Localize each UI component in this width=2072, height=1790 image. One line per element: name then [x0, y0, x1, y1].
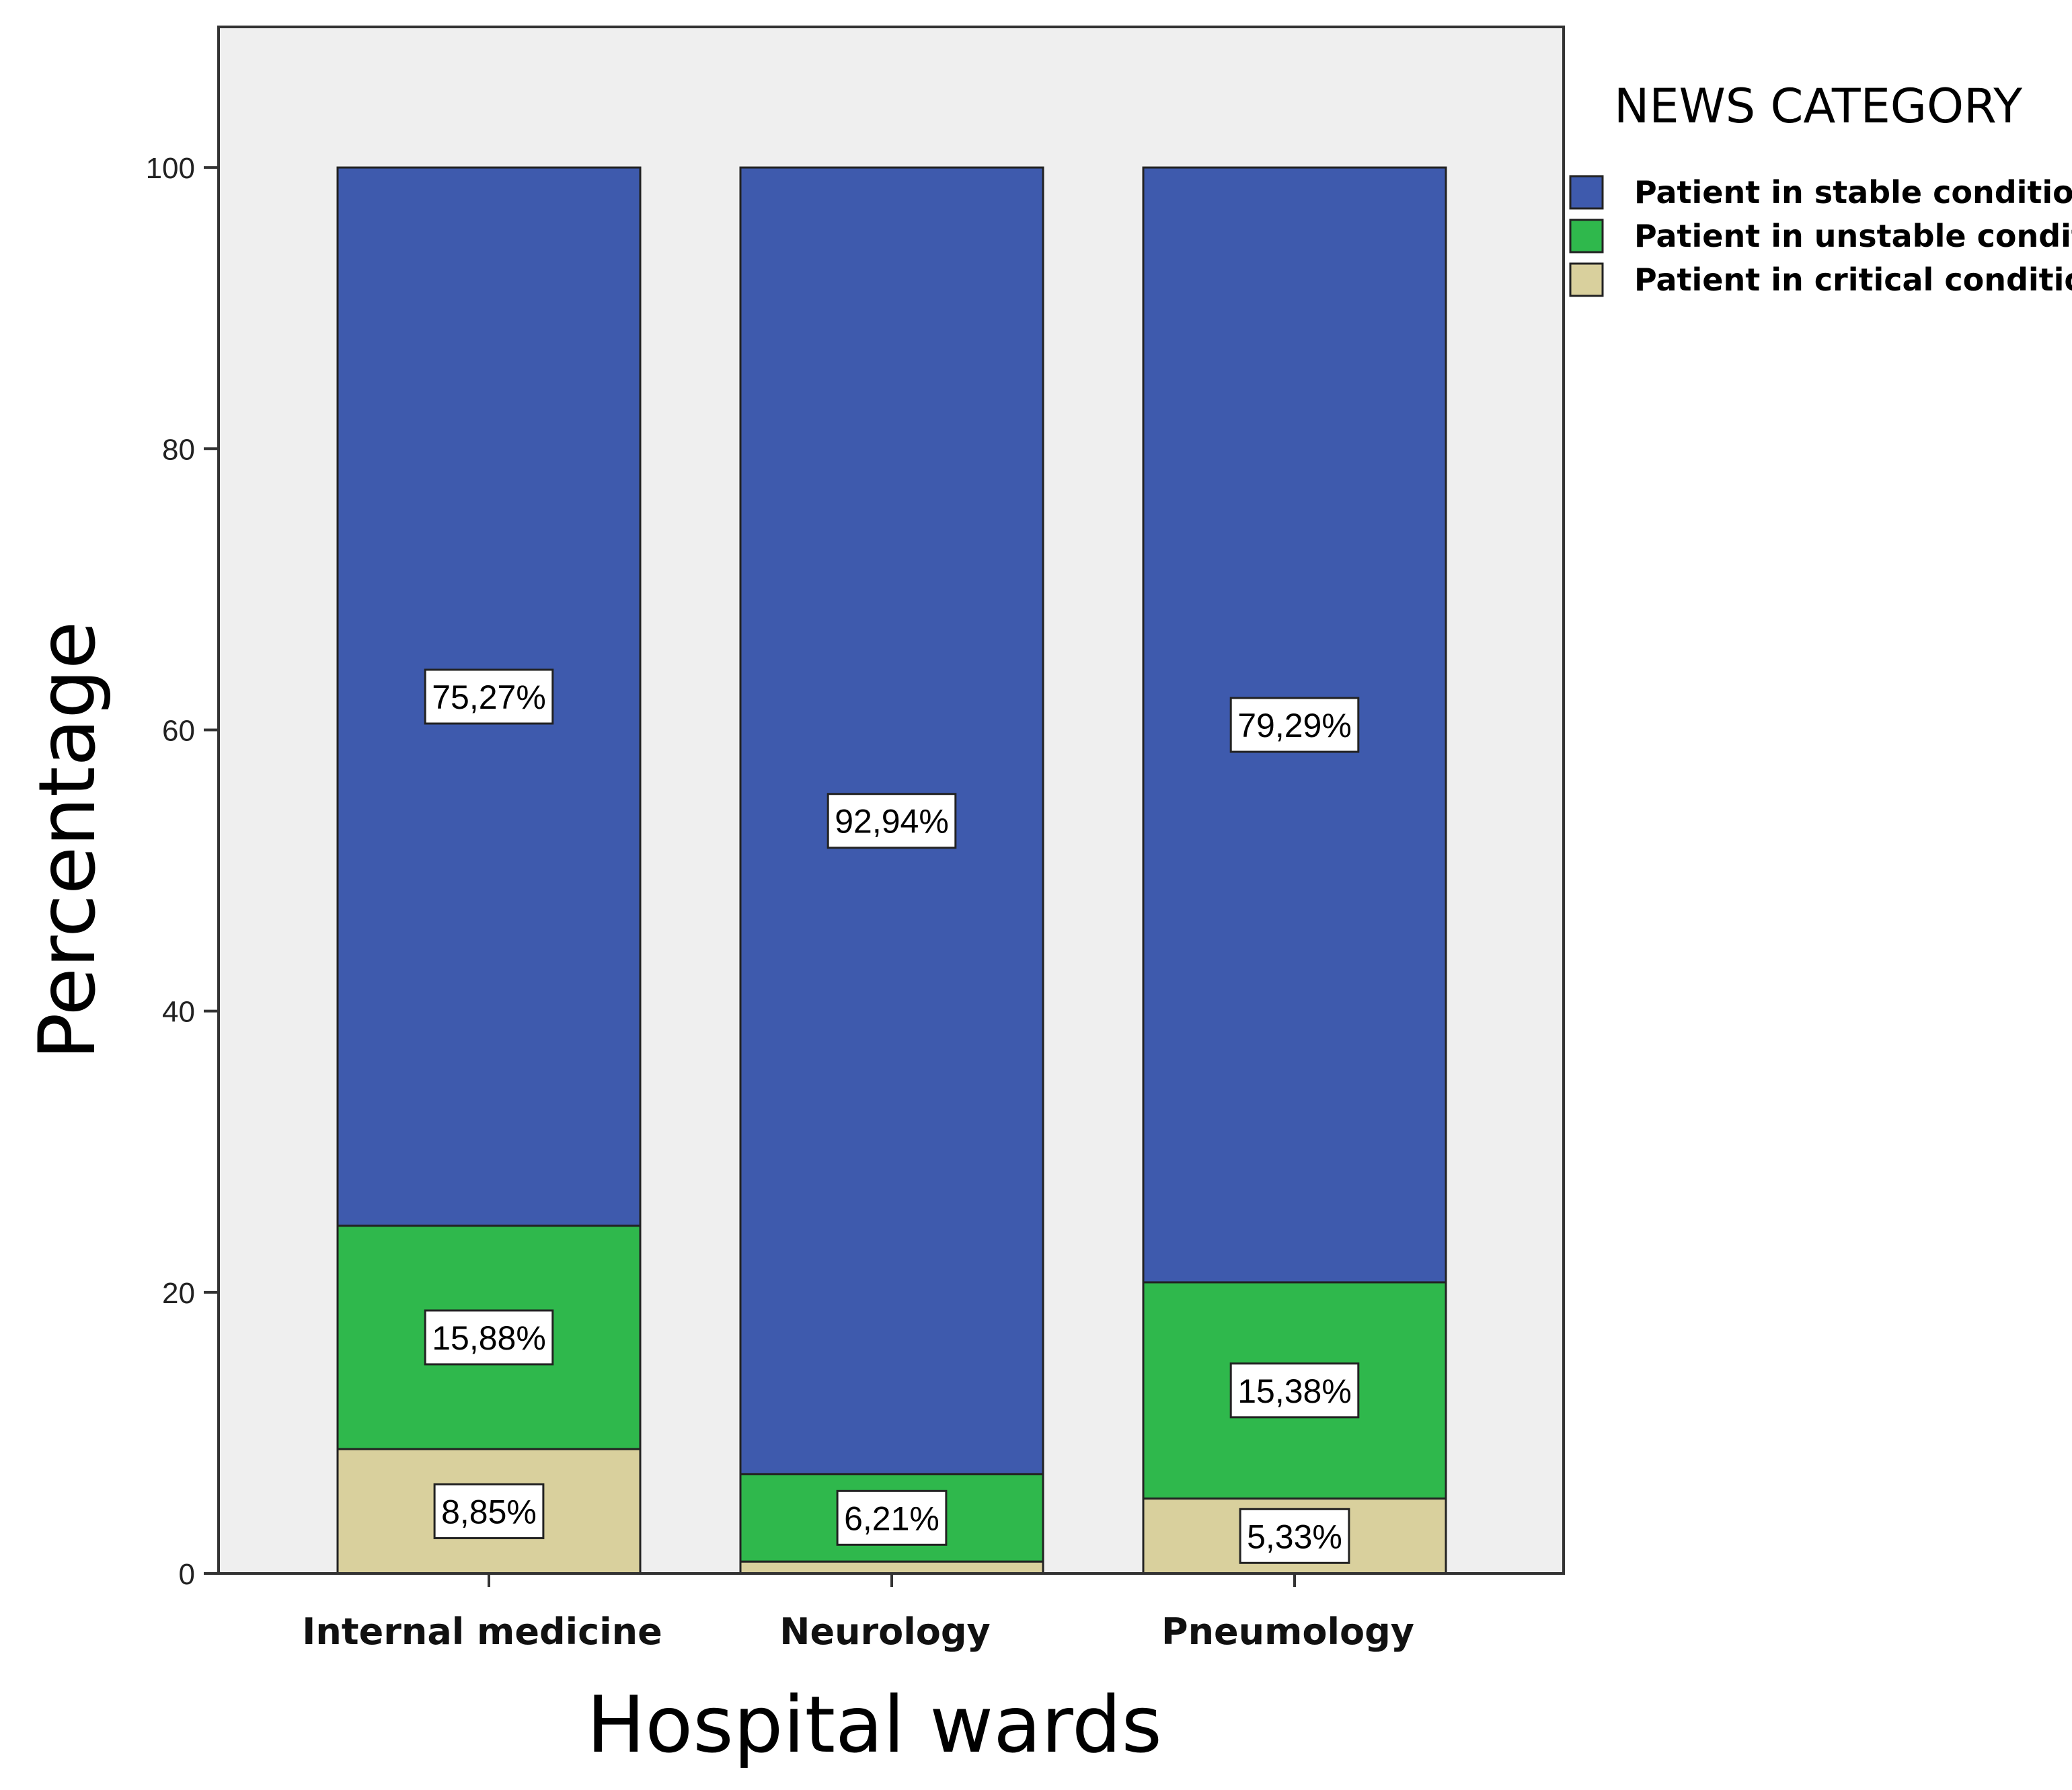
y-tick-label: 40 — [162, 996, 195, 1029]
data-label-box-1-2 — [827, 793, 957, 849]
data-label-box-2-0 — [1239, 1508, 1350, 1564]
legend: Patient in stable conditions Patient in u… — [1569, 174, 2072, 298]
legend-label: Patient in stable conditions — [1634, 174, 2072, 210]
data-label-1-1: 6,21% — [844, 1500, 939, 1537]
y-tick-label: 20 — [162, 1277, 195, 1310]
y-axis: 0 20 40 60 80 100 — [146, 27, 220, 1591]
data-label-box-2-1 — [1229, 1362, 1360, 1419]
data-label-box-0-2 — [424, 668, 554, 725]
legend-label: Patient in unstable condition — [1634, 218, 2072, 254]
legend-swatch — [1569, 175, 1604, 210]
x-tick-label: Pneumology — [1161, 1610, 1414, 1653]
data-label-0-0: 8,85% — [441, 1493, 537, 1530]
legend-swatch — [1569, 262, 1604, 297]
data-labels-group: 8,85% 15,88% 75,27% 6,21% 92,94% 5,33% 15,38% 7… — [424, 668, 1360, 1564]
x-axis: Internal medicine Neurology Pneumology — [219, 1572, 1564, 1653]
x-tick-label: Internal medicine — [302, 1610, 662, 1653]
y-tick-label: 100 — [146, 152, 195, 185]
y-axis-title: Percentage — [22, 621, 113, 1060]
data-label-0-2: 75,27% — [432, 678, 546, 716]
data-label-box-0-1 — [424, 1309, 554, 1366]
y-tick-label: 0 — [179, 1558, 195, 1591]
y-tick-label: 80 — [162, 433, 195, 466]
data-label-1-2: 92,94% — [835, 803, 949, 841]
bar-segment-1-0 — [739, 1560, 1044, 1575]
data-label-box-1-1 — [836, 1489, 948, 1546]
data-label-box-0-0 — [433, 1483, 545, 1539]
x-tick-label: Neurology — [779, 1610, 990, 1653]
x-axis-title: Hospital wards — [586, 1680, 1162, 1770]
data-label-2-1: 15,38% — [1237, 1372, 1352, 1410]
data-label-2-0: 5,33% — [1247, 1518, 1342, 1555]
data-label-0-1: 15,88% — [432, 1319, 546, 1357]
data-label-box-2-2 — [1229, 697, 1360, 753]
data-label-2-2: 79,29% — [1237, 707, 1352, 744]
legend-swatch — [1569, 219, 1604, 254]
y-tick-label: 60 — [162, 714, 195, 747]
legend-label: Patient in critical conditions — [1634, 262, 2072, 298]
legend-title: NEWS CATEGORY — [1614, 79, 2022, 134]
